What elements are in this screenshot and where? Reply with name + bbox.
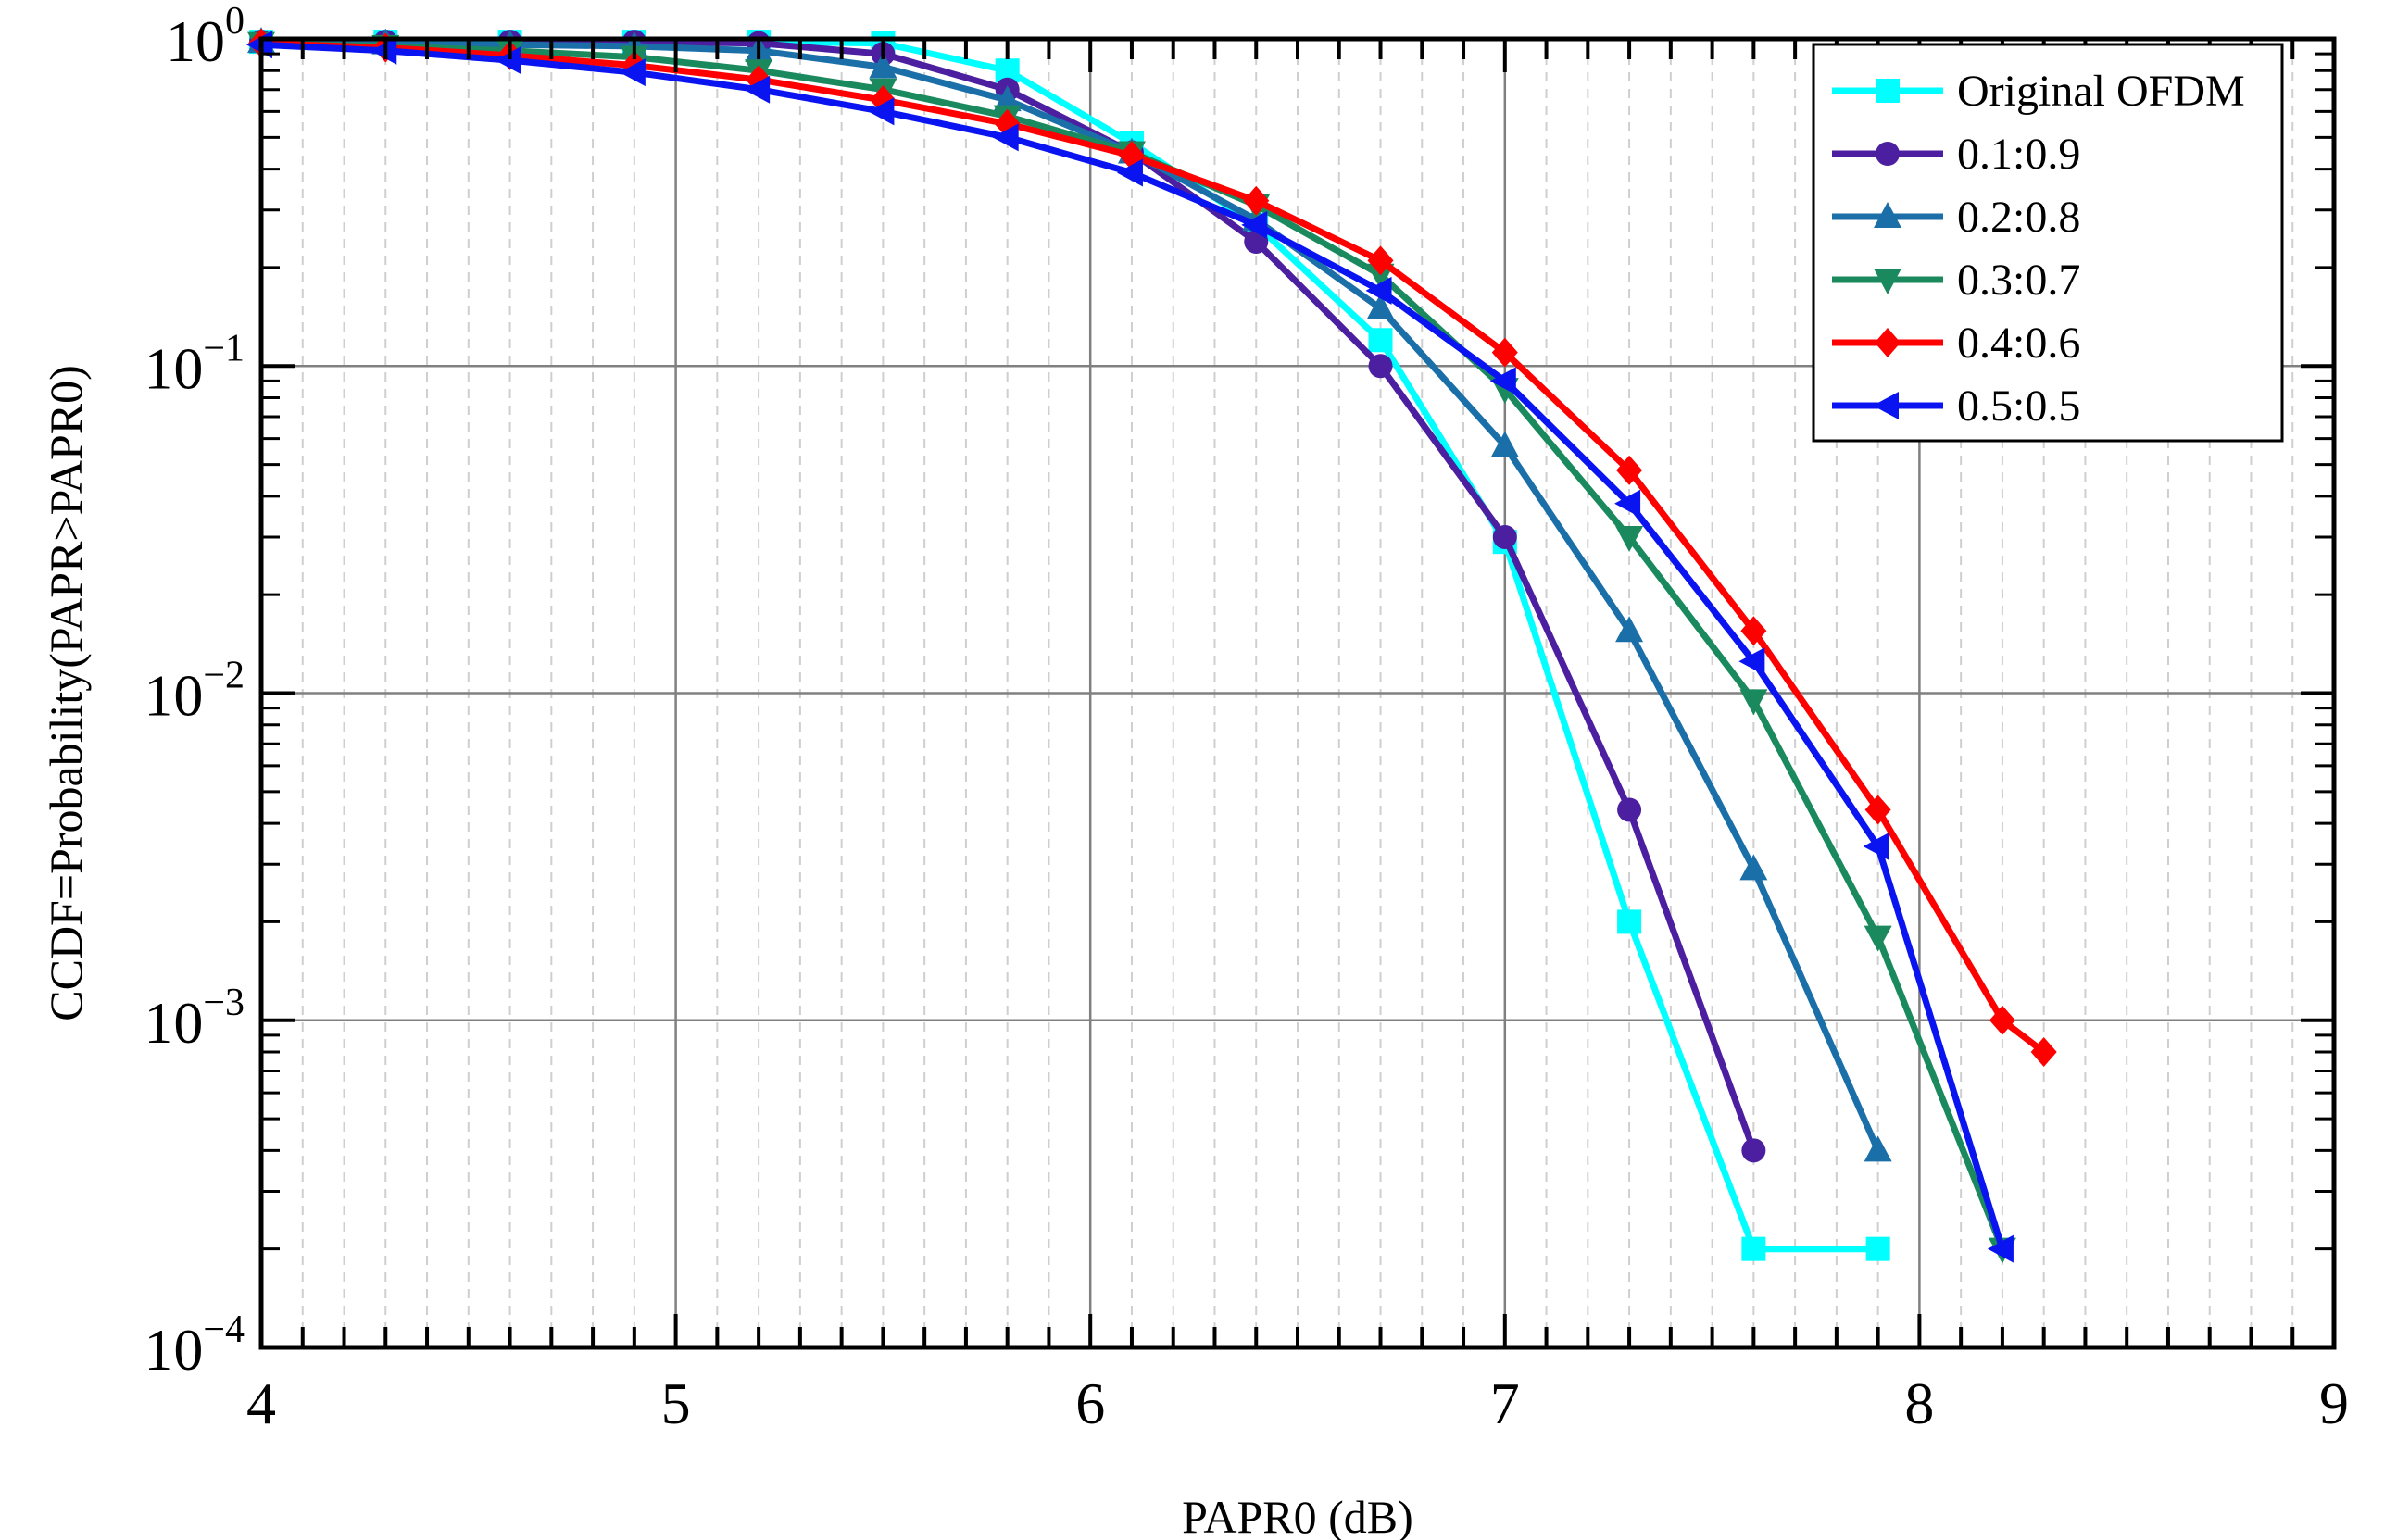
series-original-ofdm	[249, 30, 1890, 1261]
data-point	[1739, 689, 1768, 716]
data-point	[1366, 263, 1395, 290]
data-point	[1491, 337, 1518, 368]
series-line	[260, 40, 2046, 1055]
data-point	[1241, 210, 1268, 239]
data-point	[1368, 354, 1393, 379]
legend-marker	[1874, 202, 1901, 228]
x-tick-label: 8	[1904, 1371, 1934, 1436]
legend-marker	[1876, 79, 1900, 103]
data-point	[1489, 367, 1516, 395]
legend-marker	[1876, 142, 1900, 166]
data-point	[1864, 925, 1892, 952]
data-point	[495, 46, 521, 75]
legend-label: 0.1:0.9	[1957, 130, 2080, 179]
y-tick-label: 10−2	[144, 655, 245, 729]
x-tick-label: 4	[246, 1371, 276, 1436]
data-point	[1740, 616, 1767, 646]
legend-label: Original OFDM	[1957, 67, 2245, 116]
data-point	[2030, 1036, 2057, 1067]
x-tick-label: 5	[661, 1371, 691, 1436]
data-point	[1615, 616, 1644, 643]
legend-label: 0.3:0.7	[1957, 256, 2080, 305]
series-layer	[246, 27, 2057, 1264]
data-point	[1864, 795, 1891, 825]
x-axis-label: PAPR0 (dB)	[1182, 1491, 1413, 1540]
data-point	[1738, 647, 1765, 676]
legend: Original OFDM 0.1:0.9 0.2:0.8 0.3:0.7 0.4:0.…	[1812, 43, 2284, 443]
legend-label: 0.2:0.8	[1957, 193, 2080, 242]
legend-marker	[1875, 328, 1901, 357]
data-point	[869, 52, 897, 79]
data-point	[1614, 489, 1641, 518]
data-point	[1741, 1138, 1766, 1163]
legend-item: 0.3:0.7	[1832, 256, 2080, 305]
data-point	[744, 75, 771, 104]
y-tick-labels: 100 10−1 10−2 10−3 10−4	[144, 0, 245, 1383]
x-tick-label: 6	[1075, 1371, 1105, 1436]
y-tick-label: 100	[166, 0, 245, 74]
x-tick-label: 7	[1490, 1371, 1520, 1436]
y-tick-label: 10−4	[144, 1308, 245, 1383]
data-point	[619, 58, 646, 87]
data-point	[1616, 455, 1643, 485]
series-0-5-0-5	[246, 31, 2014, 1263]
legend-item: Original OFDM	[1832, 67, 2245, 116]
legend-marker	[1873, 392, 1899, 419]
data-point	[992, 123, 1019, 152]
y-tick-label: 10−1	[144, 327, 245, 401]
series-0-2-0-8	[247, 27, 1892, 1162]
data-point	[1492, 524, 1517, 549]
legend-label: 0.4:0.6	[1957, 319, 2080, 368]
data-point	[1987, 1234, 2014, 1263]
legend-box	[1812, 43, 2284, 443]
data-point	[1617, 909, 1642, 934]
legend-item: 0.4:0.6	[1832, 319, 2080, 368]
series-line	[260, 38, 1881, 1152]
y-axis-label: CCDF=Probability(PAPR>PAPR0)	[40, 365, 92, 1021]
data-point	[1617, 797, 1642, 822]
legend-item: 0.5:0.5	[1832, 382, 2080, 431]
data-point	[1863, 833, 1889, 861]
data-point	[1368, 328, 1393, 353]
data-point	[1367, 245, 1394, 276]
data-point	[1739, 854, 1768, 881]
y-tick-label: 10−3	[144, 982, 245, 1056]
data-point	[1989, 1005, 2015, 1035]
legend-item: 0.1:0.9	[1832, 130, 2080, 179]
data-point	[1864, 1135, 1892, 1162]
legend-marker	[1874, 269, 1901, 294]
data-point	[1366, 294, 1395, 320]
data-point	[1116, 158, 1143, 187]
data-point	[868, 97, 895, 126]
data-point	[1243, 185, 1270, 216]
data-point	[1365, 276, 1392, 305]
legend-label: 0.5:0.5	[1957, 382, 2080, 431]
data-point	[1741, 1236, 1766, 1261]
x-tick-labels: 4 5 6 7 8 9	[246, 1371, 2349, 1436]
data-point	[1615, 525, 1644, 552]
x-tick-label: 9	[2319, 1371, 2349, 1436]
data-point	[1490, 431, 1519, 457]
data-point	[1865, 1236, 1890, 1261]
legend-item: 0.2:0.8	[1832, 193, 2080, 242]
data-point	[993, 85, 1022, 112]
